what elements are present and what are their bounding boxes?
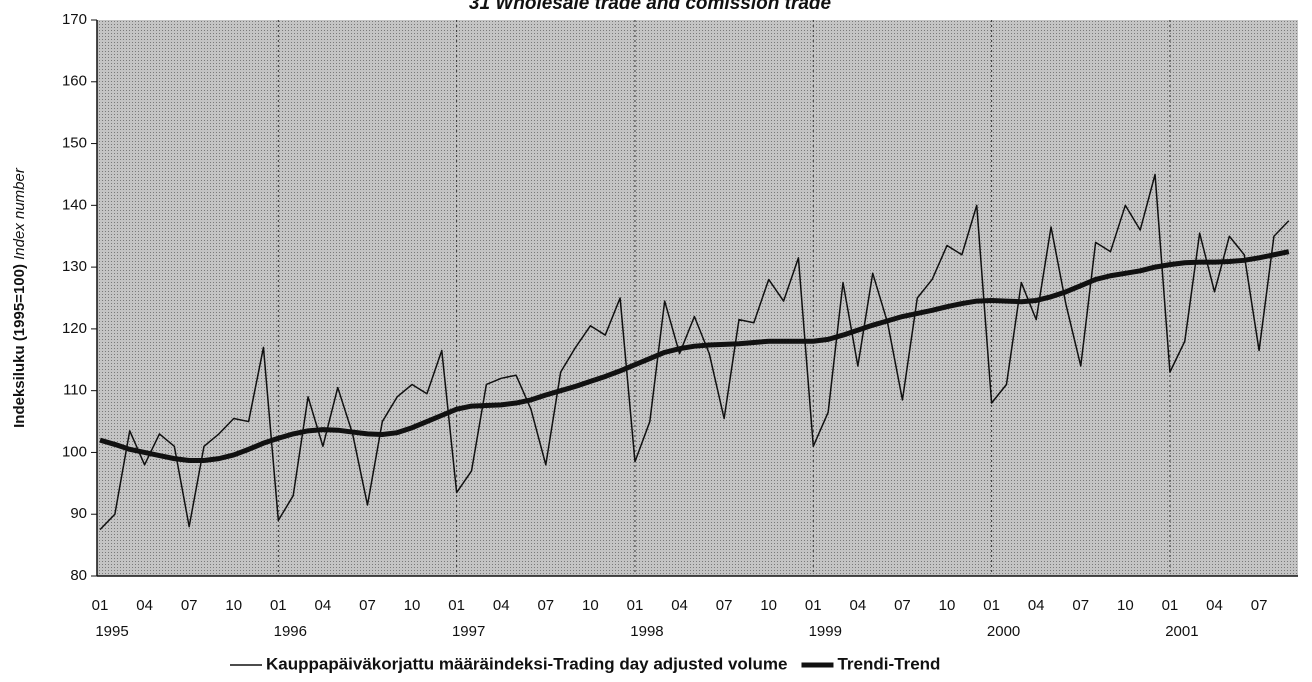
x-tick-label: 04 <box>850 597 867 614</box>
y-tick-label: 100 <box>62 443 87 460</box>
y-tick-label: 130 <box>62 258 87 275</box>
y-tick-label: 140 <box>62 196 87 213</box>
x-tick-label: 10 <box>760 597 777 614</box>
x-tick-label: 10 <box>225 597 242 614</box>
y-axis-label-sub: Index number <box>11 167 28 260</box>
x-tick-label: 04 <box>671 597 688 614</box>
x-tick-label: 10 <box>1117 597 1134 614</box>
y-tick-label: 120 <box>62 320 87 337</box>
x-tick-label: 07 <box>1251 597 1268 614</box>
plot-area <box>97 20 1298 576</box>
x-tick-label: 07 <box>716 597 733 614</box>
x-tick-label: 07 <box>359 597 376 614</box>
line-series <box>99 249 1290 463</box>
x-tick-label: 01 <box>805 597 822 614</box>
y-tick-label: 110 <box>63 382 87 399</box>
year-label: 1997 <box>452 623 485 640</box>
y-tick-label: 170 <box>62 11 87 28</box>
y-tick-label: 80 <box>70 567 87 584</box>
x-tick-label: 04 <box>136 597 153 614</box>
chart-title: 31 Wholesale trade and comission trade <box>469 0 832 14</box>
legend-label: Kauppapäiväkorjattu määräindeksi-Trading… <box>266 654 787 673</box>
x-tick-label: 07 <box>181 597 198 614</box>
y-tick-label: 160 <box>62 73 87 90</box>
x-tick-label: 01 <box>627 597 644 614</box>
x-tick-label: 01 <box>1162 597 1179 614</box>
y-axis-label-main: Indeksiluku (1995=100) <box>11 264 28 428</box>
x-tick-label: 01 <box>270 597 287 614</box>
y-tick-label: 150 <box>62 135 87 152</box>
x-tick-label: 10 <box>404 597 421 614</box>
x-tick-label: 04 <box>1206 597 1223 614</box>
x-tick-label: 04 <box>315 597 332 614</box>
legend-label: Trendi-Trend <box>837 654 940 673</box>
x-tick-label: 01 <box>448 597 465 614</box>
x-tick-label: 04 <box>493 597 510 614</box>
y-axis-label: Indeksiluku (1995=100) Index number <box>11 167 28 428</box>
year-label: 1999 <box>809 623 842 640</box>
x-tick-label: 10 <box>582 597 599 614</box>
x-tick-label: 01 <box>983 597 1000 614</box>
x-tick-label: 10 <box>939 597 956 614</box>
year-label: 2000 <box>987 623 1020 640</box>
year-label: 1995 <box>95 623 128 640</box>
x-tick-label: 07 <box>537 597 554 614</box>
year-label: 1998 <box>630 623 663 640</box>
year-label: 2001 <box>1165 623 1198 640</box>
y-tick-label: 90 <box>70 505 87 522</box>
x-tick-label: 04 <box>1028 597 1045 614</box>
x-tick-label: 01 <box>92 597 109 614</box>
x-tick-label: 07 <box>894 597 911 614</box>
x-tick-label: 07 <box>1072 597 1089 614</box>
year-label: 1996 <box>274 623 307 640</box>
